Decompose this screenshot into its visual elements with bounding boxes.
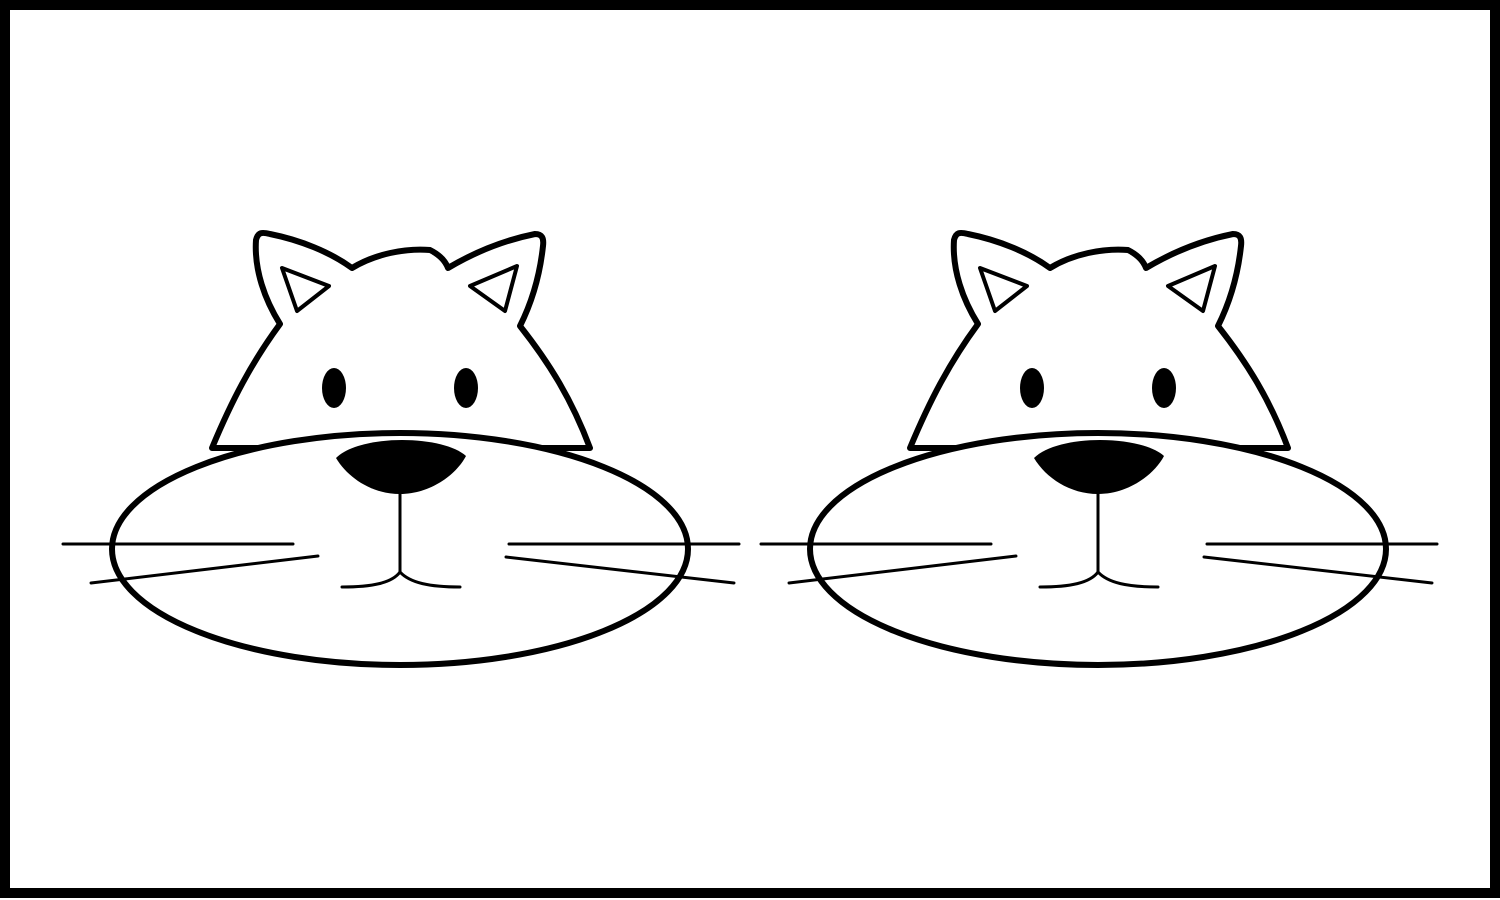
cat-faces-canvas	[0, 0, 1500, 898]
